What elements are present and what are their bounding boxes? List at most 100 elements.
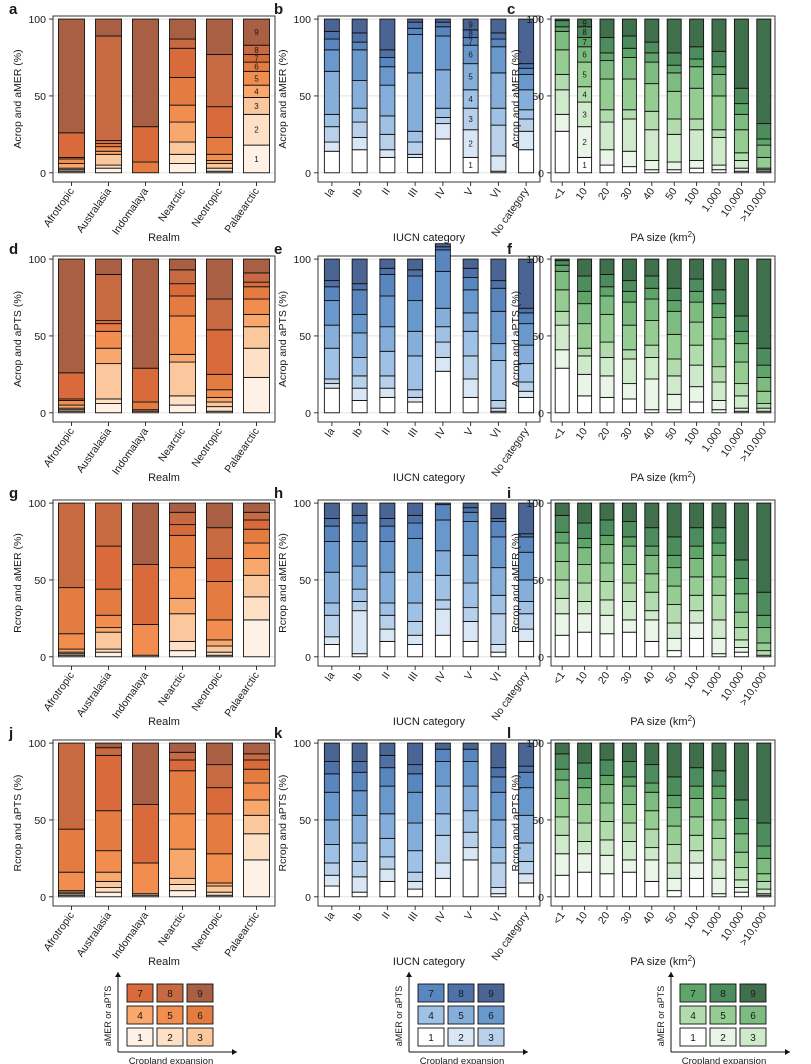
bar-segment xyxy=(490,360,507,401)
x-tick-label: 50 xyxy=(663,670,680,687)
bar-segment xyxy=(243,799,270,816)
bar-segment xyxy=(689,386,705,403)
bar-segment xyxy=(599,802,615,822)
bar-segment xyxy=(711,554,727,578)
bar-segment xyxy=(323,602,340,616)
bar-segment xyxy=(169,613,196,642)
bar-segment xyxy=(689,258,705,280)
legend-blue: 7 8 9 4 5 6 1 2 3 aMER or aPTS Cropland expansion xyxy=(394,972,528,1064)
bar-segment xyxy=(733,160,749,169)
bar-segment xyxy=(621,290,637,303)
bar-segment xyxy=(490,887,507,895)
bar-segment xyxy=(554,349,570,369)
bar-segment xyxy=(644,356,660,380)
y-tick-label: 0 xyxy=(538,408,544,420)
bar-segment xyxy=(577,853,593,873)
bar-segment xyxy=(666,536,682,556)
bar-segment xyxy=(95,150,122,155)
y-tick-label: 50 xyxy=(34,575,46,587)
bar-segment xyxy=(351,283,368,291)
bar-segment xyxy=(351,136,368,151)
bar-segment xyxy=(599,356,615,377)
bar-segment xyxy=(95,164,122,169)
bar-segment xyxy=(554,753,570,770)
bar-segment xyxy=(490,72,507,109)
legend-cell xyxy=(477,1005,505,1025)
legend-y-label: aMER or aPTS xyxy=(103,986,113,1047)
bar-segment xyxy=(711,893,727,898)
bar-segment xyxy=(379,18,396,51)
bar-segment xyxy=(490,124,507,157)
bar-segment xyxy=(407,502,424,516)
bar-segment xyxy=(243,742,270,755)
x-tick-label: 20 xyxy=(596,910,613,927)
bar-segment xyxy=(733,742,749,801)
bar-segment xyxy=(379,156,396,174)
bar-segment xyxy=(462,554,479,584)
bar-segment xyxy=(554,258,570,262)
bar-segment xyxy=(434,742,451,750)
bar-segment xyxy=(666,650,682,658)
bar-segment xyxy=(95,742,122,749)
bar-segment xyxy=(554,18,570,22)
bar-segment xyxy=(434,123,451,140)
x-tick-label: Ib xyxy=(350,186,365,200)
bar-segment xyxy=(644,782,660,793)
bar-segment xyxy=(733,330,749,345)
bar-segment xyxy=(379,49,396,58)
bar-segment xyxy=(518,640,535,658)
bar-segment xyxy=(756,822,772,847)
bar-segment xyxy=(666,567,682,587)
bar-segment xyxy=(756,591,772,616)
bar-segment xyxy=(434,243,451,248)
bar-segment xyxy=(323,258,340,282)
bar-segment xyxy=(407,871,424,882)
legend-x-arrowhead xyxy=(523,1049,528,1055)
bar-segment xyxy=(689,160,705,169)
bar-segment xyxy=(490,521,507,538)
panel-letter: a xyxy=(9,1,18,18)
bar-segment xyxy=(756,347,772,366)
bar-segment xyxy=(169,395,196,406)
bar-segment xyxy=(689,862,705,879)
bar-segment xyxy=(621,166,637,174)
bar-segment xyxy=(351,541,368,567)
bar-segment xyxy=(462,507,479,513)
bar-segment xyxy=(554,542,570,562)
x-tick-label: 10 xyxy=(574,670,591,687)
bar-segment xyxy=(407,880,424,890)
bar-segment xyxy=(206,167,233,172)
bar-segment xyxy=(644,83,660,112)
bar-segment xyxy=(58,502,85,589)
bar-segment-label: 7 xyxy=(468,37,473,46)
bar-segment xyxy=(577,840,593,855)
x-tick-label: III xyxy=(406,186,421,200)
bar-segment xyxy=(407,644,424,658)
legend-cell-label: 6 xyxy=(197,1011,203,1022)
bar-segment xyxy=(577,547,593,566)
bar-segment xyxy=(169,47,196,78)
bar-segment xyxy=(711,653,727,658)
bar-segment xyxy=(58,163,85,169)
legend-cell-label: 9 xyxy=(488,989,494,1000)
bar-segment xyxy=(206,885,233,893)
bar-segment xyxy=(379,258,396,269)
bar-segment xyxy=(169,511,196,526)
bar-segment xyxy=(351,356,368,377)
bar-segment xyxy=(711,819,727,839)
x-tick-label: Ia xyxy=(322,670,337,684)
bar-segment xyxy=(666,890,682,898)
bar-segment xyxy=(577,762,593,779)
bar-segment xyxy=(621,258,637,282)
x-axis-label: IUCN category xyxy=(393,956,466,968)
bar-segment xyxy=(490,38,507,48)
bar-segment xyxy=(462,511,479,522)
x-tick-label: II xyxy=(380,186,393,198)
bar-segment xyxy=(711,136,727,166)
bar-segment xyxy=(379,628,396,642)
bar-segment xyxy=(434,504,451,521)
bar-segment xyxy=(243,753,270,761)
bar-segment xyxy=(756,873,772,882)
